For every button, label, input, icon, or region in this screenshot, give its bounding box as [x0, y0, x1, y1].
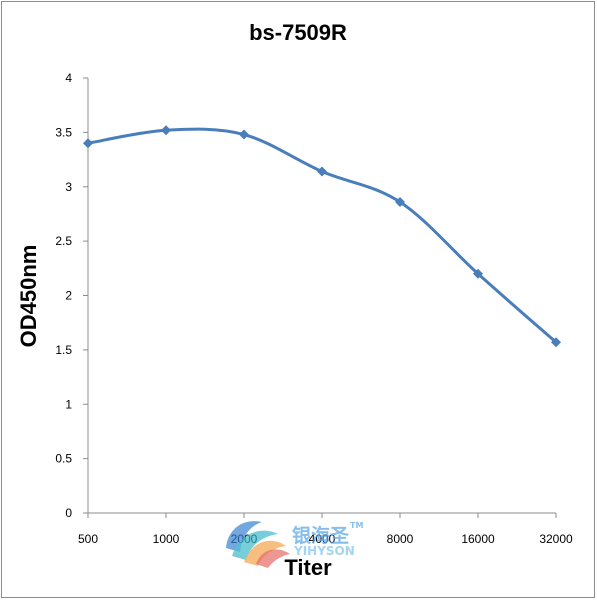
y-tick-label: 2 — [65, 289, 72, 303]
chart-title: bs-7509R — [249, 20, 347, 45]
x-tick-label: 32000 — [539, 532, 573, 546]
y-tick-label: 1.5 — [55, 343, 72, 357]
y-tick-labels: 0 0.5 1 1.5 2 2.5 3 3.5 4 — [55, 71, 72, 520]
series-markers — [83, 125, 561, 348]
y-tick-label: 0.5 — [55, 452, 72, 466]
data-point-marker — [239, 129, 249, 140]
x-tick-label: 16000 — [461, 532, 495, 546]
x-tick-label: 1000 — [153, 532, 180, 546]
y-tick-label: 3.5 — [55, 125, 72, 139]
trademark-text: TM — [350, 521, 363, 530]
data-point-marker — [83, 138, 93, 149]
data-point-marker — [161, 125, 171, 136]
data-point-marker — [317, 166, 327, 177]
y-tick-label: 4 — [65, 71, 72, 85]
y-tick-label: 0 — [65, 506, 72, 520]
logo-swoosh-blue — [226, 521, 262, 552]
logo-swoosh-red — [256, 549, 290, 568]
x-tick-label: 4000 — [309, 532, 336, 546]
y-tick-label: 2.5 — [55, 234, 72, 248]
x-tick-label: 8000 — [387, 532, 414, 546]
logo-swoosh-teal — [232, 530, 278, 560]
data-point-marker — [551, 337, 561, 348]
x-axis-title: Titer — [284, 555, 332, 580]
y-tick-marks — [83, 77, 88, 514]
brand-cn-text: 银海圣 — [292, 524, 350, 547]
brand-en-text: YIHYSON — [293, 544, 355, 558]
data-point-marker — [395, 196, 405, 207]
y-tick-label: 3 — [65, 180, 72, 194]
y-axis-title: OD450nm — [16, 245, 41, 348]
y-tick-label: 1 — [65, 397, 72, 411]
data-point-marker — [473, 268, 483, 279]
brand-logo: 银海圣 TM YIHYSON — [226, 521, 363, 568]
series-line — [86, 127, 558, 344]
x-tick-marks — [87, 513, 557, 518]
x-tick-label: 500 — [78, 532, 98, 546]
